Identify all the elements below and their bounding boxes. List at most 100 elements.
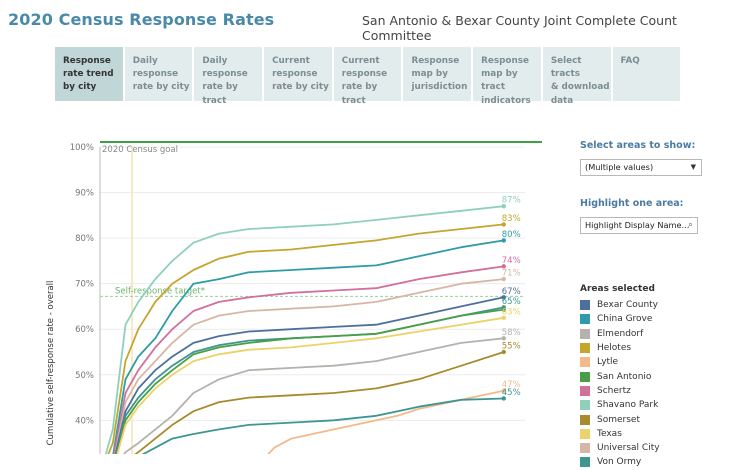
legend-item[interactable]: Schertz: [580, 384, 736, 398]
series-end-point: [501, 238, 506, 243]
legend-item[interactable]: Shavano Park: [580, 398, 736, 412]
tab-bar: Response rate trend by city Daily response r…: [55, 47, 681, 106]
target-label: Self-response target*: [115, 286, 205, 296]
legend-swatch: [580, 300, 590, 311]
tab-faq[interactable]: FAQ: [612, 47, 681, 101]
series-end-point: [501, 349, 506, 355]
series-line: [105, 278, 504, 470]
y-tick-label: 40%: [75, 416, 94, 426]
legend-item[interactable]: Helotes: [580, 341, 736, 355]
legend-item[interactable]: China Grove: [580, 312, 736, 326]
select-areas-label: Select areas to show:: [580, 140, 696, 151]
legend-swatch: [580, 357, 590, 368]
series-end-label: 80%: [502, 230, 521, 240]
dropdown-arrow-icon: ▼: [690, 163, 696, 171]
legend-swatch: [580, 443, 590, 454]
legend-label: China Grove: [597, 314, 653, 325]
legend-item[interactable]: Bexar County: [580, 298, 736, 312]
goal-label: 2020 Census goal: [102, 145, 178, 155]
series-end-label: 47%: [502, 380, 521, 390]
legend: Bexar County China Grove Elmendorf Helotes L…: [580, 298, 736, 470]
series-line: [111, 316, 504, 470]
legend-swatch: [580, 385, 590, 396]
legend-label: Helotes: [597, 343, 632, 354]
series-line: [103, 265, 504, 470]
sidebar: Select areas to show: (Multiple values) …: [580, 140, 736, 470]
series-end-label: 45%: [502, 388, 521, 398]
legend-title: Areas selected: [580, 284, 655, 294]
highlight-search-placeholder: Highlight Display Name...: [585, 220, 690, 230]
series-end-point: [501, 336, 506, 341]
series-end-label: 87%: [502, 196, 521, 206]
legend-swatch: [580, 328, 590, 339]
legend-label: San Antonio: [597, 371, 652, 382]
series-end-label: 83%: [502, 214, 521, 224]
y-tick-label: 70%: [75, 280, 94, 290]
legend-swatch: [580, 314, 590, 325]
legend-label: Schertz: [597, 385, 631, 396]
series-end-label: 63%: [502, 307, 521, 317]
series-end-label: 67%: [502, 287, 521, 297]
tab-daily-response-rate-by-tract[interactable]: Daily response rate by tract: [194, 47, 263, 106]
response-trend-chart: 100%90%80%70%60%50%40%30%2020 Census goa…: [40, 135, 560, 470]
y-axis-label: Cumulative self-response rate - overall: [46, 281, 56, 446]
series-end-label: 65%: [502, 297, 521, 307]
legend-item[interactable]: San Antonio: [580, 369, 736, 383]
legend-item[interactable]: Somerset: [580, 412, 736, 426]
legend-swatch: [580, 343, 590, 354]
legend-label: Lytle: [597, 357, 619, 368]
series-end-label: 55%: [502, 342, 521, 352]
tab-current-response-rate-by-city[interactable]: Current response rate by city: [264, 47, 332, 101]
tab-response-map-by-jurisdiction[interactable]: Response map by jurisdiction: [403, 47, 472, 101]
legend-label: Elmendorf: [597, 328, 644, 339]
legend-swatch: [580, 457, 590, 468]
areas-dropdown-value: (Multiple values): [585, 162, 654, 172]
series-end-point: [501, 315, 506, 321]
tab-response-rate-trend-by-city[interactable]: Response rate trend by city: [55, 47, 123, 101]
legend-swatch: [580, 414, 590, 425]
search-icon: ⌕: [687, 220, 693, 230]
legend-item[interactable]: Universal City: [580, 441, 736, 455]
legend-label: Shavano Park: [597, 400, 659, 411]
highlight-area-label: Highlight one area:: [580, 198, 684, 209]
legend-item[interactable]: Von Ormy: [580, 455, 736, 469]
legend-label: Universal City: [597, 443, 660, 454]
legend-swatch: [580, 371, 590, 382]
tab-response-map-by-tract-indicators[interactable]: Response map by tract indicators: [473, 47, 541, 106]
org-name: San Antonio & Bexar County Joint Complet…: [362, 13, 677, 43]
legend-label: Von Ormy: [597, 457, 642, 468]
series-end-point: [501, 222, 506, 227]
tab-current-response-rate-by-tract[interactable]: Current response rate by tract: [333, 47, 402, 106]
page-title: 2020 Census Response Rates: [8, 10, 275, 29]
series-line: [102, 239, 504, 470]
legend-swatch: [580, 400, 590, 411]
tab-daily-response-rate-by-city[interactable]: Daily response rate by city: [124, 47, 193, 101]
series-end-point: [501, 204, 506, 209]
series-end-point: [501, 388, 506, 393]
series-end-point: [501, 264, 506, 269]
legend-label: Bexar County: [597, 300, 659, 311]
y-tick-label: 100%: [70, 143, 94, 153]
legend-label: Texas: [597, 428, 622, 439]
series-end-point: [501, 276, 506, 282]
legend-swatch: [580, 428, 590, 439]
highlight-search-input[interactable]: Highlight Display Name... ⌕: [580, 217, 698, 234]
legend-label: Somerset: [597, 414, 640, 425]
series-end-label: 71%: [502, 269, 521, 279]
series-line: [101, 223, 504, 470]
series-line: [111, 308, 504, 470]
legend-item[interactable]: Lytle: [580, 355, 736, 369]
series-end-label: 58%: [502, 328, 521, 338]
y-tick-label: 50%: [75, 371, 94, 381]
series-end-point: [501, 396, 506, 401]
areas-dropdown[interactable]: (Multiple values) ▼: [580, 159, 702, 176]
series-line: [105, 296, 504, 470]
series-line: [111, 337, 504, 470]
series-end-point: [501, 295, 506, 300]
legend-item[interactable]: Elmendorf: [580, 327, 736, 341]
y-tick-label: 60%: [75, 325, 94, 335]
line-chart-svg: 100%90%80%70%60%50%40%30%2020 Census goa…: [46, 141, 542, 470]
y-tick-label: 90%: [75, 189, 94, 199]
legend-item[interactable]: Texas: [580, 427, 736, 441]
tab-select-tracts-download-data[interactable]: Select tracts & download data: [542, 47, 611, 106]
